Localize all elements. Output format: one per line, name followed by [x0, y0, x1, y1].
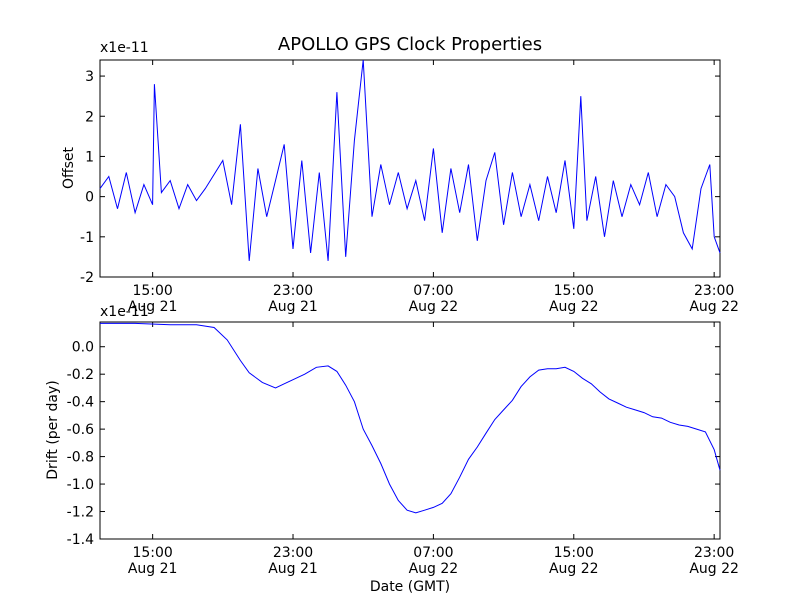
ytick-label: 0.0 — [72, 340, 94, 356]
drift-ylabel: Drift (per day) — [45, 380, 61, 479]
xtick-label-date: Aug 22 — [409, 561, 459, 577]
xtick-label-date: Aug 21 — [128, 299, 178, 315]
xtick-label-time: 15:00 — [554, 545, 594, 561]
ytick-label: -0.2 — [67, 367, 94, 383]
ytick-label: 3 — [85, 69, 94, 85]
ytick-label: 0 — [85, 190, 94, 206]
ytick-label: -1 — [80, 230, 94, 246]
drift-series — [100, 322, 721, 514]
xtick-label-time: 07:00 — [413, 283, 453, 299]
xtick-label-time: 23:00 — [273, 545, 313, 561]
ytick-label: -1.0 — [67, 477, 94, 493]
offset-axes-frame — [99, 59, 721, 278]
ytick-label: -0.4 — [67, 395, 94, 411]
xtick-label-time: 23:00 — [694, 545, 734, 561]
xtick-label-date: Aug 22 — [409, 299, 459, 315]
drift-axes: x1e-11 Drift (per day) Date (GMT) -1.4-1… — [45, 304, 739, 595]
ytick-label: 1 — [85, 149, 94, 165]
xtick-label-time: 23:00 — [694, 283, 734, 299]
offset-ylabel: Offset — [61, 146, 77, 189]
xtick-label-date: Aug 21 — [268, 561, 318, 577]
offset-yticks: -2 -1 0 1 2 3 — [80, 69, 720, 286]
drift-xlabel: Date (GMT) — [370, 579, 450, 595]
xtick-label-date: Aug 22 — [689, 299, 739, 315]
xtick-label-time: 15:00 — [554, 283, 594, 299]
ytick-label: -2 — [80, 270, 94, 286]
xtick-label-date: Aug 22 — [549, 299, 599, 315]
drift-axes-frame — [99, 321, 721, 540]
ytick-label: 2 — [85, 109, 94, 125]
ytick-label: -1.2 — [67, 505, 94, 521]
series-line — [99, 59, 721, 261]
offset-series — [99, 59, 721, 261]
xtick-label-date: Aug 21 — [268, 299, 318, 315]
xtick-label-time: 23:00 — [273, 283, 313, 299]
series-line — [100, 322, 721, 514]
offset-scale-label: x1e-11 — [100, 40, 149, 56]
ytick-label: -0.6 — [67, 422, 94, 438]
drift-yticks: -1.4 -1.2 -1.0 -0.8 -0.6 -0.4 -0.2 0.0 — [67, 340, 720, 548]
xtick-label-date: Aug 21 — [128, 561, 178, 577]
drift-scale-label: x1e-11 — [100, 304, 149, 320]
xtick-label-time: 15:00 — [132, 545, 172, 561]
chart-title: APOLLO GPS Clock Properties — [278, 34, 542, 55]
xtick-label-time: 15:00 — [132, 283, 172, 299]
ytick-label: -0.8 — [67, 450, 94, 466]
xtick-label-date: Aug 22 — [689, 561, 739, 577]
ytick-label: -1.4 — [67, 532, 94, 548]
xtick-label-date: Aug 22 — [549, 561, 599, 577]
xtick-label-time: 07:00 — [413, 545, 453, 561]
